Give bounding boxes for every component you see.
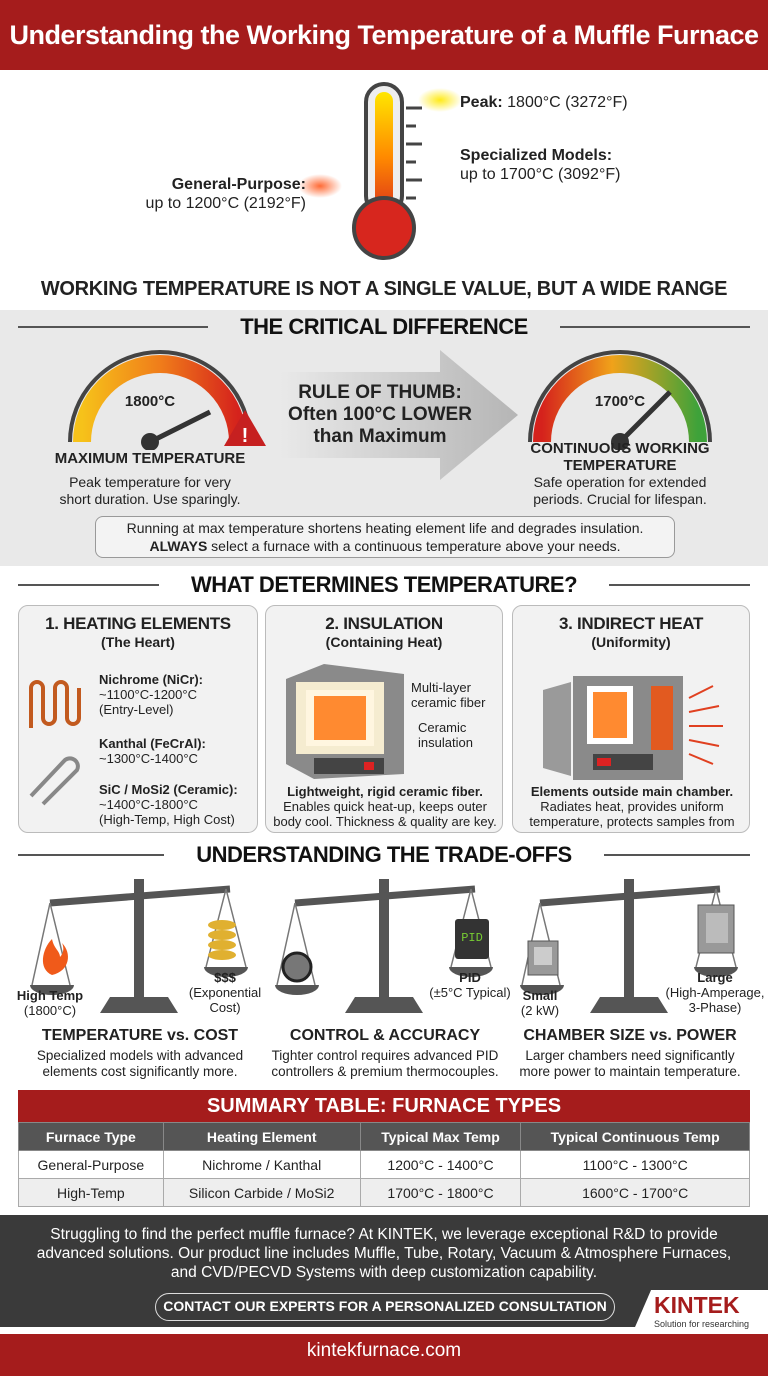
peak-value: 1800°C (3272°F)	[507, 94, 628, 111]
svg-text:!: !	[242, 425, 249, 447]
callout-ceramic: Ceramic insulation	[418, 720, 473, 750]
table-cell: 1600°C - 1700°C	[520, 1178, 750, 1207]
table-cell: Silicon Carbide / MoSi2	[162, 1178, 361, 1207]
max-temperature-gauge-icon: !	[68, 350, 266, 450]
col-header: Typical Continuous Temp	[520, 1122, 750, 1151]
tradeoff-title: TEMPERATURE vs. COST	[41, 1027, 239, 1044]
heating-element-icons	[29, 680, 81, 806]
table-cell: 1100°C - 1300°C	[520, 1150, 750, 1179]
scale-left-label	[255, 988, 335, 1003]
cont-temp-desc: Safe operation for extended periods. Cruc…	[533, 474, 707, 507]
warning-note: Running at max temperature shortens heat…	[95, 516, 675, 558]
indirect-heat-desc: Elements outside main chamber. Radiates h…	[529, 784, 735, 829]
section-title: WHAT DETERMINES TEMPERATURE?	[190, 572, 578, 597]
tradeoff-desc: Larger chambers need significantly more p…	[519, 1048, 741, 1079]
peak-label: Peak:	[460, 94, 503, 111]
table-cell: 1700°C - 1800°C	[359, 1178, 522, 1207]
tradeoff-title: CHAMBER SIZE vs. POWER	[523, 1027, 737, 1044]
scale-right-label: Large (High-Amperage, 3-Phase)	[665, 970, 765, 1015]
continuous-temperature-gauge-icon	[528, 350, 712, 450]
general-label: General-Purpose:	[171, 176, 306, 193]
peak-temp-label: Peak: 1800°C (3272°F)	[460, 94, 628, 112]
balance-scale-icon	[30, 879, 248, 1013]
balance-scale-icon	[520, 879, 738, 1013]
scale-right-label: PID (±5°C Typical)	[429, 970, 511, 1000]
max-temp-label: MAXIMUM TEMPERATURE	[54, 450, 246, 467]
cont-temp-label: CONTINUOUS WORKING TEMPERATURE	[530, 440, 710, 474]
summary-table: Furnace Type Heating Element Typical Max T…	[18, 1122, 750, 1207]
promo-text: Struggling to find the perfect muffle fu…	[36, 1226, 732, 1281]
section-title: UNDERSTANDING THE TRADE-OFFS	[196, 842, 572, 867]
specialized-label: Specialized Models:	[460, 147, 613, 164]
card-insulation: 2. INSULATION (Containing Heat) Multi-lay…	[265, 605, 503, 833]
callout-multilayer: Multi-layer ceramic fiber	[411, 680, 486, 710]
table-cell: General-Purpose	[18, 1150, 164, 1179]
col-header: Heating Element	[162, 1122, 361, 1151]
card-indirect-heat: 3. INDIRECT HEAT (Uniformity) Elements ou…	[512, 605, 750, 833]
kintek-logo: KINTEK Solution for researching	[632, 1290, 768, 1334]
scale-left-label: Small (2 kW)	[520, 988, 560, 1018]
insulation-desc: Lightweight, rigid ceramic fiber. Enables…	[273, 784, 497, 829]
footer-promo	[0, 1215, 768, 1327]
tradeoff-title: CONTROL & ACCURACY	[289, 1027, 481, 1044]
rule-of-thumb: RULE OF THUMB: Often 100°C LOWER than Maxi…	[288, 382, 472, 447]
table-cell: 1200°C - 1400°C	[359, 1150, 522, 1179]
balance-scale-icon: PID	[275, 879, 493, 1013]
website-link[interactable]: kintekfurnace.com	[0, 1334, 768, 1376]
insulated-furnace-icon	[286, 664, 404, 779]
cont-gauge-value: 1700°C	[594, 393, 646, 410]
card-heating-elements: 1. HEATING ELEMENTS (The Heart) Nichrome …	[18, 605, 258, 833]
scale-right-label: $$$ (Exponential Cost)	[188, 970, 262, 1015]
summary-table-title: SUMMARY TABLE: FURNACE TYPES	[18, 1090, 750, 1122]
thermometer-icon	[300, 82, 460, 260]
tradeoff-desc: Specialized models with advanced elements…	[36, 1048, 244, 1079]
element-kanthal: Kanthal (FeCrAl): ~1300°C-1400°C	[99, 736, 206, 766]
element-nichrome: Nichrome (NiCr): ~1100°C-1200°C (Entry-Lev…	[99, 672, 204, 717]
headline: WORKING TEMPERATURE IS NOT A SINGLE VALU…	[40, 278, 728, 300]
element-sic-mosi2: SiC / MoSi2 (Ceramic): ~1400°C-1800°C (Hig…	[99, 782, 238, 827]
tradeoff-desc: Tighter control requires advanced PID con…	[271, 1048, 499, 1079]
table-row: High-Temp Silicon Carbide / MoSi2 1700°C -…	[18, 1178, 750, 1207]
specialized-temp-label: Specialized Models: up to 1700°C (3092°F)	[460, 146, 620, 184]
max-temp-desc: Peak temperature for very short duration.…	[59, 474, 241, 507]
page-title: Understanding the Working Temperature of…	[0, 0, 768, 70]
specialized-value: up to 1700°C (3092°F)	[460, 166, 621, 183]
table-row: General-Purpose Nichrome / Kanthal 1200°C …	[18, 1150, 750, 1179]
general-temp-label: General-Purpose: up to 1200°C (2192°F)	[120, 175, 306, 213]
col-header: Typical Max Temp	[359, 1122, 522, 1151]
table-cell: Nichrome / Kanthal	[162, 1150, 361, 1179]
indirect-heat-furnace-icon	[543, 676, 723, 780]
arrow-right-icon	[280, 350, 518, 480]
general-value: up to 1200°C (2192°F)	[145, 195, 306, 212]
svg-text:PID: PID	[461, 931, 483, 945]
col-header: Furnace Type	[18, 1122, 164, 1151]
max-gauge-value: 1800°C	[124, 393, 176, 410]
contact-experts-button[interactable]: CONTACT OUR EXPERTS FOR A PERSONALIZED C…	[155, 1293, 615, 1321]
scale-left-label: High Temp (1800°C)	[16, 988, 84, 1018]
table-cell: High-Temp	[18, 1178, 164, 1207]
section-title: THE CRITICAL DIFFERENCE	[240, 314, 528, 339]
